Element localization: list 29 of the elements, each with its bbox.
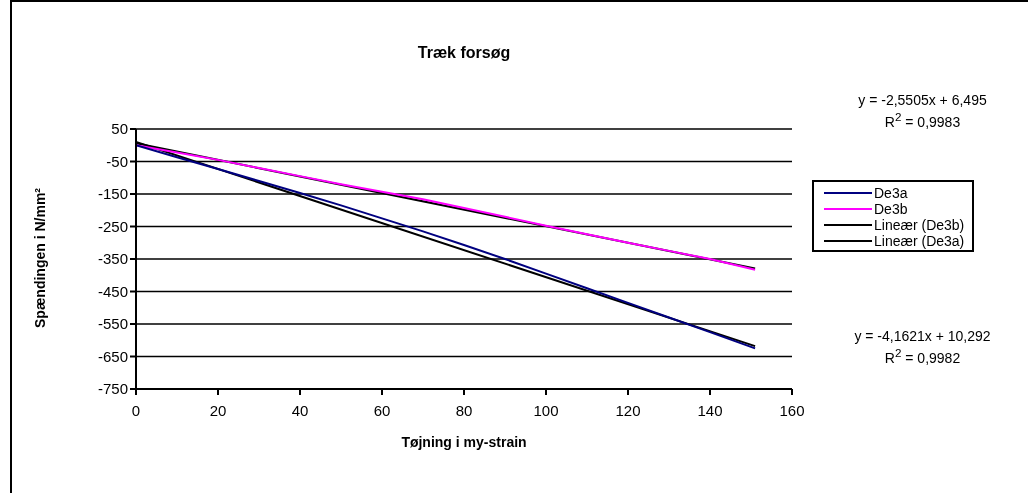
text: y = -2,5505x + 6,495 [857, 92, 988, 108]
y-tick-label: -250 [97, 217, 128, 235]
legend-label: De3a [874, 185, 908, 201]
y-tick-label: -650 [97, 347, 128, 365]
y-tick-label: -750 [97, 380, 128, 398]
y-tick-label: -50 [106, 152, 128, 170]
y-tick-label: 50 [111, 120, 128, 138]
x-tick-label: 80 [455, 401, 473, 419]
x-tick-label: 120 [615, 401, 641, 419]
x-tick-label: 160 [779, 401, 805, 419]
x-axis-title: Tøjning i my-strain [400, 434, 528, 450]
x-tick-label: 140 [697, 401, 723, 419]
x-tick-label: 0 [131, 401, 141, 419]
y-tick-label: -550 [97, 315, 128, 333]
x-tick-label: 100 [533, 401, 559, 419]
x-tick-label: 60 [373, 401, 391, 419]
legend-label: De3b [874, 201, 908, 217]
legend-label: Lineær (De3a) [874, 233, 965, 249]
legend-label: Lineær (De3b) [874, 217, 965, 233]
y-axis-title: Spændingen i N/mm² [32, 187, 48, 330]
text: R$^{2}$ = 0,9982 [883, 346, 962, 366]
y-tick-label: -450 [97, 282, 128, 300]
x-tick-label: 40 [291, 401, 309, 419]
chart-title: Træk forsøg [416, 44, 512, 62]
y-tick-label: -150 [97, 185, 128, 203]
x-tick-label: 20 [209, 401, 227, 419]
y-tick-label: -350 [97, 250, 128, 268]
text: y = -4,1621x + 10,292 [853, 328, 992, 344]
text: R$^{2}$ = 0,9983 [883, 110, 962, 130]
